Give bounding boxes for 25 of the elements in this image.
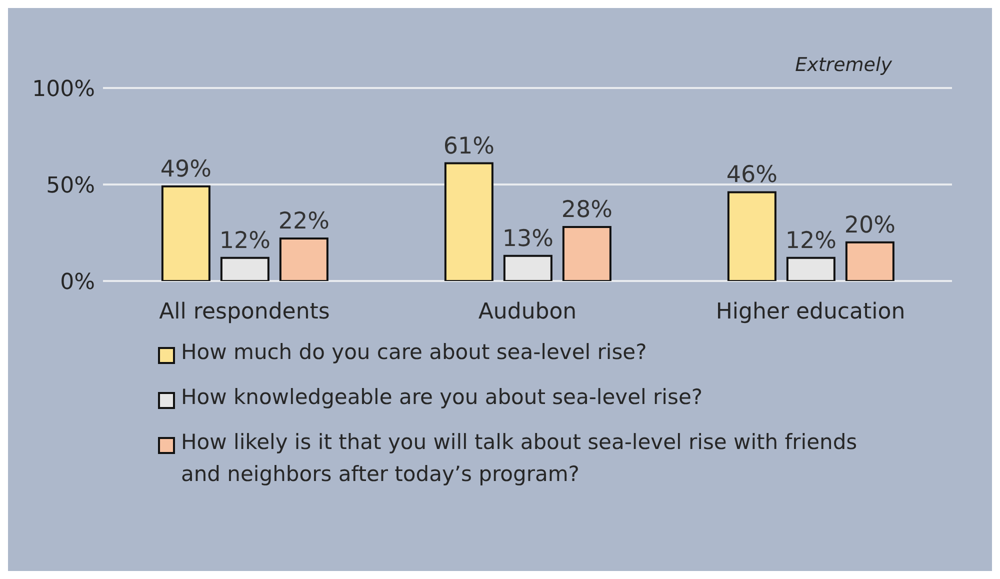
legend-label: How likely is it that you will talk about sea-level rise with friends and neighbors after today’s program? (181, 429, 858, 488)
bar (727, 191, 776, 281)
data-label: 12% (785, 228, 836, 254)
text: Extremely (795, 54, 892, 76)
legend-label: How much do you care about sea-level rise? (181, 339, 647, 366)
data-label: 28% (561, 196, 612, 223)
x-tick-label: All respondents (159, 300, 330, 325)
bar (444, 162, 494, 281)
bar (562, 226, 612, 281)
x-tick-label: Higher education (716, 300, 906, 325)
data-label: 61% (443, 133, 494, 160)
x-tick-label: Audubon (478, 300, 577, 325)
data-label: 13% (502, 226, 554, 252)
data-label: 49% (160, 156, 212, 182)
y-tick-label: 0% (60, 270, 95, 295)
y-tick-label: 100% (32, 76, 95, 102)
data-label: 20% (844, 212, 896, 238)
bar (279, 238, 328, 281)
data-label: 12% (219, 228, 270, 254)
bar (845, 241, 894, 281)
y-tick-label: 50% (46, 173, 95, 198)
data-label: 22% (278, 208, 330, 235)
data-label: 46% (726, 162, 778, 188)
bar (161, 185, 210, 281)
legend-label: How knowledgeable are you about sea-level rise? (181, 384, 703, 411)
